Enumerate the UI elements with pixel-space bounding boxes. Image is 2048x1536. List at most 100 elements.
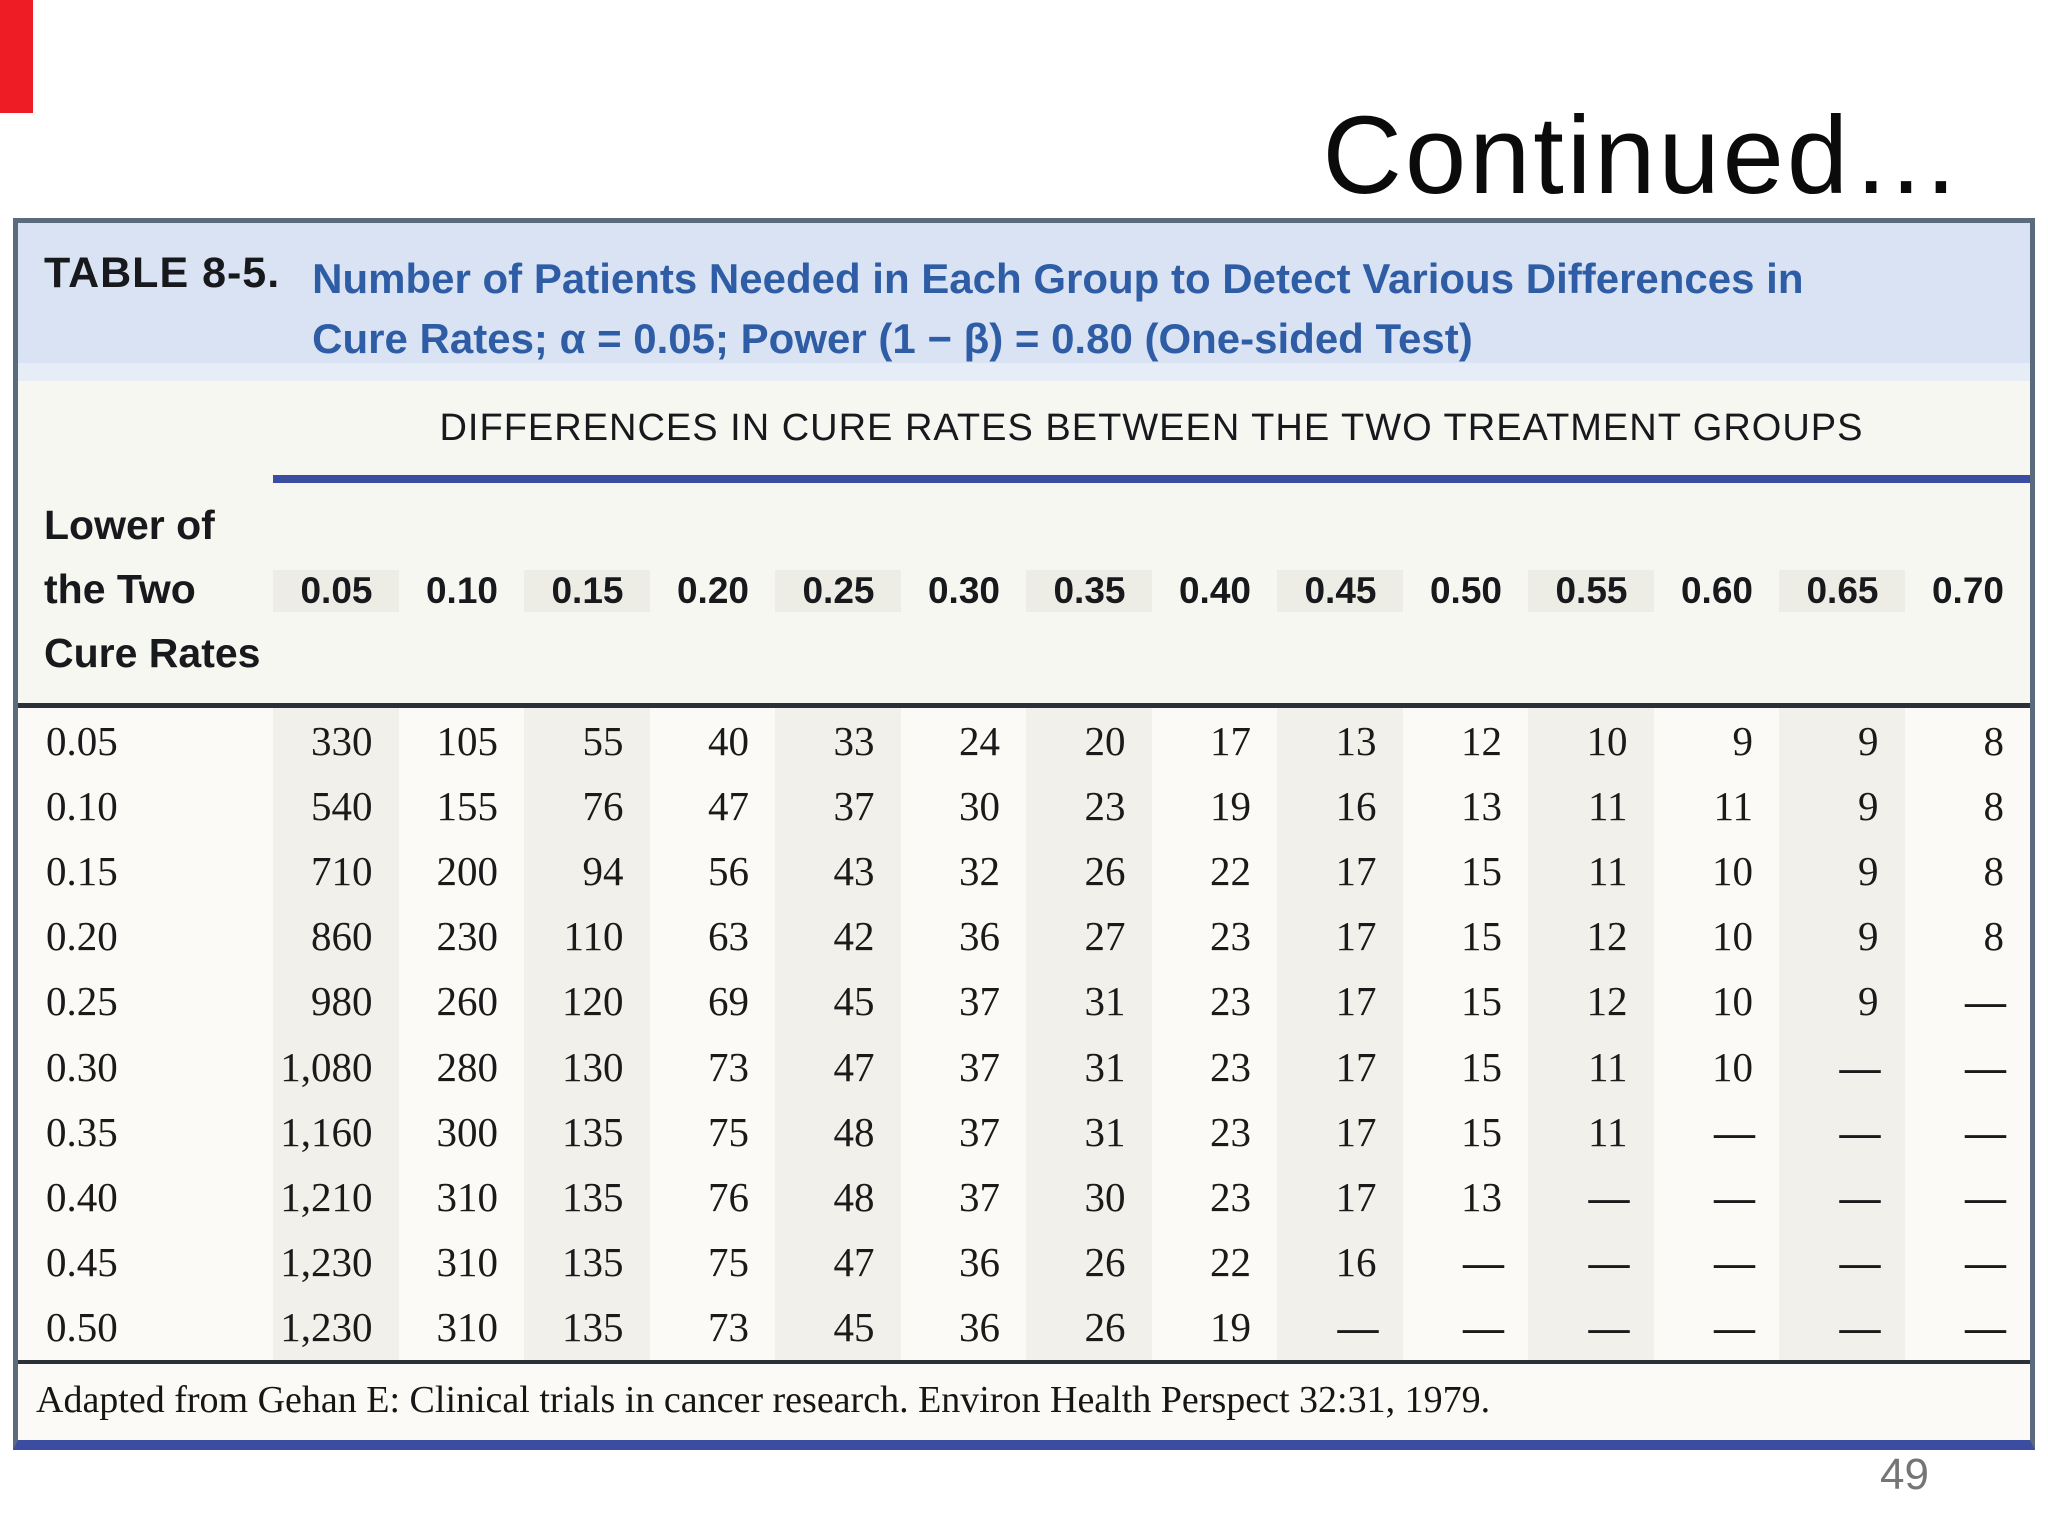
table-title: Number of Patients Needed in Each Group … xyxy=(312,249,1803,369)
table-cell: 36 xyxy=(959,1304,1000,1351)
table-cell: — xyxy=(1277,1294,1403,1360)
table-cell: 105 xyxy=(436,717,499,764)
table-title-line2: Cure Rates; α = 0.05; Power (1 − β) = 0.… xyxy=(312,315,1473,362)
table-cell: 13 xyxy=(1461,782,1502,829)
table-8-5-card: TABLE 8-5. Number of Patients Needed in … xyxy=(13,218,2035,1450)
table-cell: 47 xyxy=(775,1229,901,1295)
table-cell: 37 xyxy=(959,1043,1000,1090)
table-cell: — xyxy=(1965,1173,2006,1220)
table-cell: 10 xyxy=(1712,1043,1753,1090)
table-cell: 16 xyxy=(1277,773,1403,839)
table-cell: 23 xyxy=(1210,978,1251,1025)
column-header: 0.60 xyxy=(1680,570,1753,611)
table-cell: 15 xyxy=(1461,1043,1502,1090)
table-cell: 47 xyxy=(708,782,749,829)
table-cell: — xyxy=(1965,1239,2006,1286)
table-cell: 16 xyxy=(1277,1229,1403,1295)
table-row: 0.25 980 260 120 69 45 37 31 23 17 15 12 10 9 — xyxy=(18,968,2030,1034)
table-cell: 36 xyxy=(959,913,1000,960)
row-label: 0.20 xyxy=(46,913,118,960)
table-cell: — xyxy=(1965,1108,2006,1155)
table-cell: 75 xyxy=(708,1239,749,1286)
table-cell: 10 xyxy=(1528,708,1654,774)
row-label: 0.30 xyxy=(46,1043,118,1090)
row-label: 0.35 xyxy=(46,1108,118,1155)
page-number: 49 xyxy=(1880,1450,1929,1499)
table-cell: 330 xyxy=(273,708,399,774)
table-row: 0.20 860 230 110 63 42 36 27 23 17 15 12 10 9 8 xyxy=(18,903,2030,969)
column-header: 0.65 xyxy=(1779,570,1905,612)
column-header-section: Lower of the Two Cure Rates DIFFERENCES … xyxy=(18,363,2030,703)
table-cell: 9 xyxy=(1779,838,1905,904)
row-axis-label-line2: the Two xyxy=(44,566,196,612)
table-cell: 8 xyxy=(1983,782,2005,829)
row-label: 0.25 xyxy=(46,978,118,1025)
table-cell: 11 xyxy=(1528,838,1654,904)
column-header: 0.55 xyxy=(1528,570,1654,612)
table-cell: 26 xyxy=(1026,1229,1152,1295)
table-cell: 30 xyxy=(1026,1164,1152,1230)
table-cell: 11 xyxy=(1528,773,1654,839)
table-cell: 15 xyxy=(1461,913,1502,960)
table-cell: — xyxy=(1965,1304,2006,1351)
table-cell: 15 xyxy=(1461,978,1502,1025)
table-cell: 69 xyxy=(708,978,749,1025)
table-cell: 280 xyxy=(436,1043,499,1090)
column-group-header: DIFFERENCES IN CURE RATES BETWEEN THE TW… xyxy=(439,407,1864,449)
table-row: 0.50 1,230 310 135 73 45 36 26 19 — — — — — — xyxy=(18,1294,2030,1360)
table-cell: 540 xyxy=(273,773,399,839)
table-cell: — xyxy=(1528,1294,1654,1360)
column-header: 0.25 xyxy=(775,570,901,612)
column-header: 0.30 xyxy=(927,570,1000,611)
table-cell: 76 xyxy=(708,1173,749,1220)
table-cell: 37 xyxy=(959,1173,1000,1220)
table-cell: 13 xyxy=(1461,1173,1502,1220)
table-cell: — xyxy=(1463,1304,1504,1351)
table-label: TABLE 8-5. xyxy=(44,249,281,297)
table-cell: 9 xyxy=(1779,968,1905,1034)
table-cell: 47 xyxy=(775,1033,901,1100)
table-cell: 17 xyxy=(1277,968,1403,1034)
table-cell: 32 xyxy=(959,847,1000,894)
table-cell: 43 xyxy=(775,838,901,904)
table-cell: 37 xyxy=(959,978,1000,1025)
table-cell: 42 xyxy=(775,903,901,969)
table-cell: 24 xyxy=(959,717,1000,764)
table-cell: 10 xyxy=(1712,847,1753,894)
row-label: 0.05 xyxy=(46,717,118,764)
table-row: 0.40 1,210 310 135 76 48 37 30 23 17 13 — — — — xyxy=(18,1164,2030,1230)
column-header-area: DIFFERENCES IN CURE RATES BETWEEN THE TW… xyxy=(273,381,2030,703)
table-cell: 135 xyxy=(524,1164,650,1230)
table-cell: 135 xyxy=(524,1099,650,1165)
row-label: 0.15 xyxy=(46,847,118,894)
table-cell: 120 xyxy=(524,968,650,1034)
table-cell: 17 xyxy=(1277,1099,1403,1165)
table-cell: 9 xyxy=(1779,903,1905,969)
table-cell: 310 xyxy=(436,1173,499,1220)
table-cell: — xyxy=(1965,978,2006,1025)
column-header: 0.20 xyxy=(676,570,749,611)
column-header: 0.35 xyxy=(1026,570,1152,612)
table-cell: 22 xyxy=(1210,1239,1251,1286)
table-cell: 230 xyxy=(436,913,499,960)
table-cell: 19 xyxy=(1210,782,1251,829)
table-cell: 31 xyxy=(1026,1099,1152,1165)
row-label: 0.50 xyxy=(46,1304,118,1351)
table-cell: 63 xyxy=(708,913,749,960)
table-cell: 27 xyxy=(1026,903,1152,969)
table-cell: 15 xyxy=(1461,1108,1502,1155)
table-footnote: Adapted from Gehan E: Clinical trials in… xyxy=(18,1360,2030,1450)
table-cell: 23 xyxy=(1026,773,1152,839)
column-header: 0.05 xyxy=(273,570,399,612)
table-cell: 73 xyxy=(708,1304,749,1351)
table-cell: 200 xyxy=(436,847,499,894)
table-cell: — xyxy=(1528,1229,1654,1295)
table-cell: 37 xyxy=(959,1108,1000,1155)
row-axis-label: Lower of the Two Cure Rates xyxy=(18,381,273,703)
table-row: 0.10 540 155 76 47 37 30 23 19 16 13 11 11 9 8 xyxy=(18,773,2030,839)
table-body: 0.05 330 105 55 40 33 24 20 17 13 12 10 9 9 8 0.10 540 15… xyxy=(18,708,2030,1360)
table-cell: 155 xyxy=(436,782,499,829)
table-cell: 8 xyxy=(1983,717,2005,764)
red-accent-bar xyxy=(0,0,33,113)
